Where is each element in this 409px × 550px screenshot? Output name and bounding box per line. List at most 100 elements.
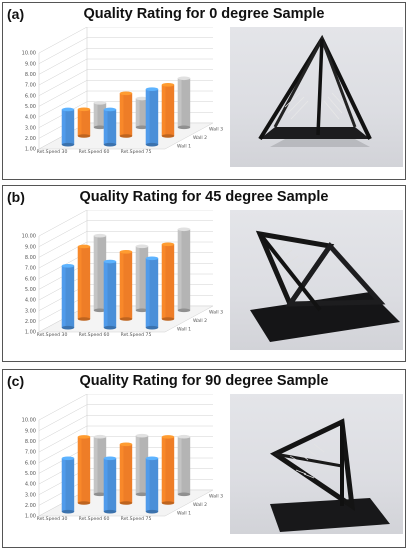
y-tick-label: 6.00	[25, 276, 36, 282]
bar-bottom	[161, 134, 175, 138]
x-category-label: Ret.Speed 75	[121, 516, 152, 522]
bar-top	[61, 264, 75, 268]
bar-bottom	[103, 325, 117, 330]
y-tick-label: 4.00	[25, 298, 36, 304]
y-tick-label: 10.00	[22, 234, 36, 240]
bar-bottom	[103, 509, 117, 514]
chart-bar	[77, 107, 91, 138]
series-label: Wall 3	[209, 493, 223, 499]
y-tick-label: 4.00	[25, 482, 36, 488]
y-tick-label: 2.00	[25, 136, 36, 142]
panel-title: Quality Rating for 45 degree Sample	[79, 189, 329, 205]
bar-highlight	[93, 102, 98, 128]
pyramid-face	[269, 418, 356, 512]
chart-bar	[161, 435, 175, 505]
y-tick-label: 8.00	[25, 255, 36, 261]
chart-bar	[103, 456, 117, 514]
bar-highlight	[61, 109, 66, 145]
x-category-label: Ret.Speed 30	[37, 149, 68, 155]
bar-top	[135, 433, 149, 438]
chart-bar	[145, 87, 159, 147]
bar-top	[93, 233, 107, 238]
bar-bottom	[145, 142, 159, 147]
y-tick-label: 9.00	[25, 428, 36, 434]
chart-bar	[93, 434, 107, 497]
bar-top	[103, 456, 117, 461]
bar-bottom	[135, 125, 149, 130]
bar-highlight	[161, 244, 166, 319]
x-category-label: Ret.Speed 75	[121, 332, 152, 338]
gridline-side	[38, 220, 88, 247]
chart-bar	[177, 227, 191, 313]
gridline-side	[38, 425, 88, 453]
bar-highlight	[177, 78, 182, 128]
y-tick-label: 3.00	[25, 308, 36, 314]
chart-bar	[145, 256, 159, 330]
pyramid-shadow	[270, 139, 370, 147]
bar-highlight	[103, 261, 108, 328]
panel-title: Quality Rating for 0 degree Sample	[83, 6, 325, 22]
bar-highlight	[177, 229, 182, 311]
bar-bottom	[93, 492, 107, 497]
support-strands	[284, 92, 346, 120]
chart-bar	[177, 76, 191, 130]
bar-bottom	[161, 501, 175, 505]
chart-bar	[161, 242, 175, 321]
bar-top	[161, 242, 175, 247]
bar-top	[161, 83, 175, 87]
series-label: Wall 3	[209, 309, 223, 315]
chart-bar	[61, 107, 75, 147]
gridline-side	[38, 210, 88, 237]
panel-a: (a) Quality Rating for 0 degree Sample 1…	[2, 2, 406, 180]
bar-highlight	[77, 246, 82, 319]
y-tick-label: 2.00	[25, 503, 36, 509]
chart-bar	[61, 264, 75, 330]
bar-top	[103, 259, 117, 264]
pyramid-edge	[316, 38, 324, 136]
y-tick-label: 5.00	[25, 104, 36, 110]
bar-bottom	[177, 492, 191, 497]
bar-chart-45-degree: 1.00 2.00 3.00 4.00 5.00 6.00 7.00 8.00 9.00 10.0…	[5, 210, 225, 350]
bar-bottom	[119, 501, 133, 505]
bar-bottom	[135, 492, 149, 497]
gridline-side	[38, 404, 88, 431]
y-tick-label: 3.00	[25, 125, 36, 131]
bar-highlight	[145, 458, 150, 512]
y-tick-label: 1.00	[25, 514, 36, 520]
chart-bar	[119, 91, 133, 138]
bar-top	[145, 456, 159, 461]
panel-c: (c) Quality Rating for 90 degree Sample …	[2, 369, 406, 548]
bar-chart-90-degree: 1.00 2.00 3.00 4.00 5.00 6.00 7.00 8.00 9.00 10.0…	[5, 394, 225, 534]
y-tick-label: 1.00	[25, 147, 36, 153]
bar-bottom	[77, 317, 91, 321]
bar-highlight	[103, 458, 108, 512]
bar-top	[61, 456, 75, 461]
y-tick-label: 5.00	[25, 287, 36, 293]
series-label: Wall 2	[193, 135, 207, 141]
bar-top	[77, 107, 91, 112]
bar-chart-0-degree: 1.00 2.00 3.00 4.00 5.00 6.00 7.00 8.00 9.00 10.0…	[5, 27, 225, 167]
bar-bottom	[119, 134, 133, 138]
bar-highlight	[77, 436, 82, 503]
bar-bottom	[145, 325, 159, 330]
bar-highlight	[119, 251, 124, 319]
bar-bottom	[161, 317, 175, 321]
y-tick-label: 6.00	[25, 460, 36, 466]
y-tick-label: 7.00	[25, 83, 36, 89]
panel-letter: (b)	[7, 189, 25, 205]
y-tick-label: 5.00	[25, 471, 36, 477]
sample-photo-0-degree	[230, 27, 403, 167]
bar-top	[77, 244, 91, 249]
bar-highlight	[61, 265, 66, 328]
bar-top	[145, 87, 159, 91]
bar-highlight	[177, 436, 182, 495]
series-label: Wall 2	[193, 318, 207, 324]
bar-top	[93, 434, 107, 439]
chart-bar	[177, 434, 191, 497]
y-tick-label: 9.00	[25, 61, 36, 67]
series-label: Wall 1	[177, 511, 191, 517]
y-tick-label: 4.00	[25, 115, 36, 121]
gridline-side	[38, 58, 88, 86]
support-strands	[277, 243, 311, 275]
bar-top	[177, 76, 191, 81]
